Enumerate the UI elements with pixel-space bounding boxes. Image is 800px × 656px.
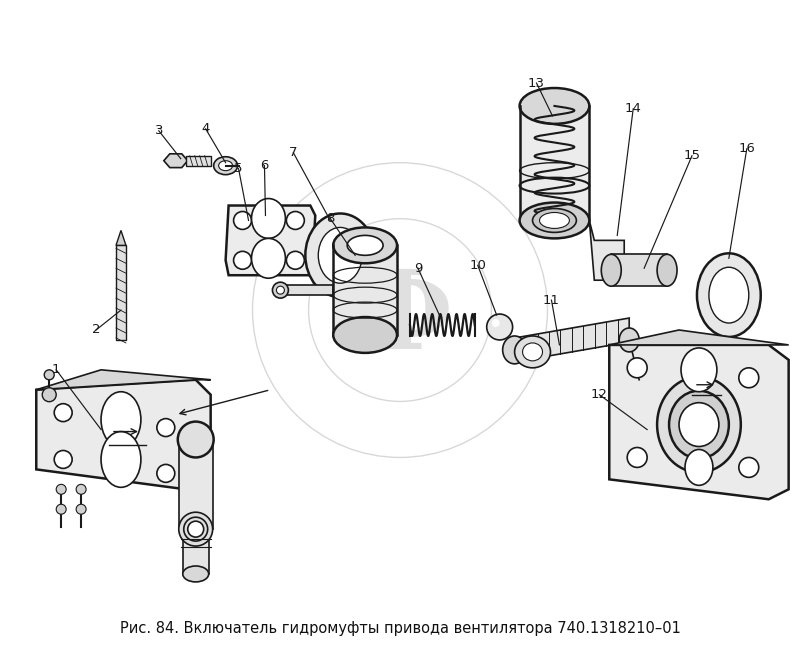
Polygon shape	[611, 255, 667, 286]
Circle shape	[54, 403, 72, 422]
Polygon shape	[36, 380, 210, 489]
Circle shape	[44, 370, 54, 380]
Polygon shape	[281, 285, 334, 295]
Circle shape	[234, 251, 251, 269]
Circle shape	[486, 314, 513, 340]
Polygon shape	[610, 345, 789, 499]
Ellipse shape	[657, 255, 677, 286]
Ellipse shape	[334, 228, 397, 263]
Ellipse shape	[251, 199, 286, 238]
Ellipse shape	[347, 236, 383, 255]
Ellipse shape	[519, 88, 590, 124]
Ellipse shape	[502, 336, 526, 364]
Circle shape	[56, 484, 66, 494]
Text: 7: 7	[289, 146, 298, 159]
Circle shape	[739, 457, 758, 478]
Text: 13: 13	[528, 77, 545, 89]
Circle shape	[739, 368, 758, 388]
Ellipse shape	[178, 512, 213, 546]
Ellipse shape	[273, 282, 288, 298]
Polygon shape	[610, 330, 789, 345]
Ellipse shape	[533, 209, 576, 232]
Text: 2: 2	[92, 323, 100, 337]
Text: 14: 14	[625, 102, 642, 115]
Ellipse shape	[188, 521, 204, 537]
Ellipse shape	[681, 348, 717, 392]
Polygon shape	[334, 245, 397, 335]
Circle shape	[157, 419, 174, 436]
Ellipse shape	[679, 403, 719, 447]
Polygon shape	[226, 205, 315, 276]
Text: 12: 12	[591, 388, 608, 401]
Ellipse shape	[101, 432, 141, 487]
Polygon shape	[519, 106, 590, 220]
Text: Ф: Ф	[347, 264, 453, 371]
Circle shape	[627, 447, 647, 468]
Circle shape	[492, 319, 500, 327]
Bar	[186, 155, 210, 166]
Text: 16: 16	[738, 142, 755, 155]
Bar	[116, 245, 126, 340]
Ellipse shape	[539, 213, 570, 228]
Text: Рис. 84. Включатель гидромуфты привода вентилятора 740.1318210–01: Рис. 84. Включатель гидромуфты привода в…	[119, 621, 681, 636]
Text: 4: 4	[202, 123, 210, 135]
Ellipse shape	[214, 157, 238, 174]
Circle shape	[76, 504, 86, 514]
Polygon shape	[36, 370, 210, 390]
Ellipse shape	[218, 161, 233, 171]
Polygon shape	[182, 519, 209, 574]
Ellipse shape	[318, 228, 362, 283]
Circle shape	[54, 451, 72, 468]
Polygon shape	[590, 220, 624, 280]
Ellipse shape	[306, 213, 375, 297]
Ellipse shape	[514, 336, 550, 368]
Polygon shape	[514, 318, 630, 362]
Ellipse shape	[669, 391, 729, 459]
Circle shape	[234, 211, 251, 230]
Polygon shape	[164, 154, 188, 168]
Circle shape	[286, 211, 304, 230]
Circle shape	[56, 504, 66, 514]
Ellipse shape	[697, 253, 761, 337]
Text: 10: 10	[470, 258, 486, 272]
Circle shape	[627, 358, 647, 378]
Text: 1: 1	[52, 363, 61, 377]
Ellipse shape	[277, 286, 285, 294]
Text: 3: 3	[154, 125, 163, 137]
Circle shape	[42, 388, 56, 401]
Ellipse shape	[685, 449, 713, 485]
Text: 8: 8	[326, 212, 334, 225]
Polygon shape	[178, 440, 213, 529]
Polygon shape	[116, 230, 126, 245]
Circle shape	[157, 464, 174, 482]
Text: 5: 5	[234, 162, 243, 175]
Text: 11: 11	[543, 294, 560, 306]
Ellipse shape	[334, 317, 397, 353]
Ellipse shape	[657, 377, 741, 472]
Ellipse shape	[619, 328, 639, 352]
Ellipse shape	[519, 203, 590, 238]
Text: 9: 9	[414, 262, 422, 275]
Ellipse shape	[522, 343, 542, 361]
Circle shape	[286, 251, 304, 269]
Ellipse shape	[709, 267, 749, 323]
Circle shape	[76, 484, 86, 494]
Ellipse shape	[251, 238, 286, 278]
Ellipse shape	[182, 566, 209, 582]
Ellipse shape	[178, 422, 214, 457]
Text: 15: 15	[683, 149, 701, 162]
Ellipse shape	[602, 255, 622, 286]
Ellipse shape	[101, 392, 141, 447]
Text: 6: 6	[260, 159, 269, 172]
